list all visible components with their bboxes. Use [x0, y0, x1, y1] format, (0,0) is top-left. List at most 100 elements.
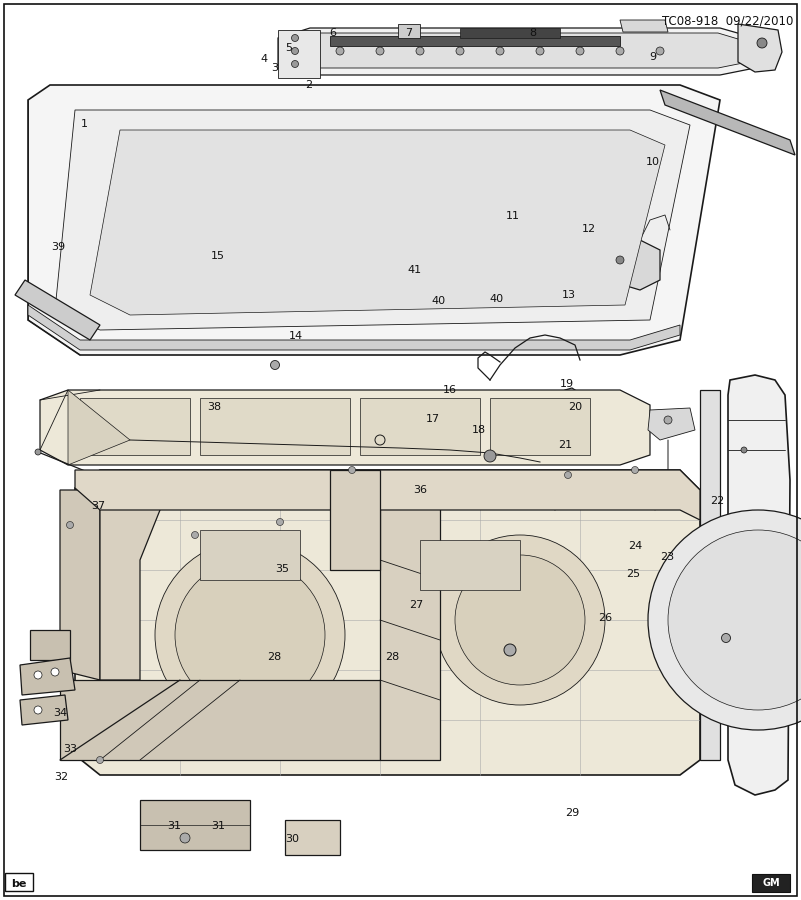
Polygon shape: [648, 408, 695, 440]
Polygon shape: [285, 33, 748, 68]
Text: 21: 21: [558, 440, 573, 451]
Text: 20: 20: [568, 401, 582, 412]
Polygon shape: [15, 280, 100, 340]
Polygon shape: [710, 545, 758, 580]
Circle shape: [276, 518, 284, 526]
Circle shape: [741, 447, 747, 453]
Circle shape: [34, 706, 42, 714]
Circle shape: [631, 466, 638, 473]
FancyBboxPatch shape: [5, 873, 33, 891]
Polygon shape: [140, 800, 250, 850]
Circle shape: [175, 560, 325, 710]
Text: 2: 2: [305, 79, 312, 90]
Text: 37: 37: [91, 500, 106, 511]
Text: 14: 14: [289, 330, 304, 341]
Text: 40: 40: [432, 295, 446, 306]
Text: 25: 25: [626, 569, 640, 580]
Text: 7: 7: [405, 28, 412, 39]
Circle shape: [180, 833, 190, 843]
Text: 24: 24: [628, 541, 642, 552]
Text: 33: 33: [63, 743, 78, 754]
Text: be: be: [11, 879, 26, 889]
Text: 5: 5: [285, 42, 292, 53]
Circle shape: [722, 634, 731, 643]
Text: 28: 28: [267, 652, 281, 662]
Polygon shape: [490, 398, 590, 455]
Text: 32: 32: [54, 771, 69, 782]
Polygon shape: [68, 390, 130, 465]
Circle shape: [35, 449, 41, 455]
Circle shape: [668, 530, 801, 710]
Polygon shape: [30, 630, 70, 660]
Text: 29: 29: [566, 807, 580, 818]
Text: 15: 15: [211, 250, 225, 261]
Polygon shape: [200, 398, 350, 455]
Text: 12: 12: [582, 224, 596, 235]
Circle shape: [191, 532, 199, 538]
Text: 10: 10: [646, 157, 660, 167]
Text: 22: 22: [710, 496, 724, 507]
Circle shape: [576, 47, 584, 55]
Polygon shape: [420, 540, 520, 590]
Circle shape: [536, 47, 544, 55]
Circle shape: [616, 47, 624, 55]
Text: 28: 28: [385, 652, 400, 662]
Polygon shape: [90, 130, 665, 315]
Text: 13: 13: [562, 290, 576, 301]
Circle shape: [484, 450, 496, 462]
Circle shape: [496, 47, 504, 55]
Text: 34: 34: [53, 707, 67, 718]
Text: 1: 1: [81, 119, 87, 130]
Polygon shape: [398, 24, 420, 38]
Circle shape: [34, 671, 42, 679]
Polygon shape: [620, 20, 668, 32]
Polygon shape: [60, 680, 380, 760]
Text: 31: 31: [167, 821, 182, 832]
Text: 17: 17: [425, 414, 440, 425]
Text: 26: 26: [598, 613, 612, 624]
Circle shape: [336, 47, 344, 55]
Text: 19: 19: [560, 379, 574, 390]
Circle shape: [656, 47, 664, 55]
Circle shape: [348, 466, 356, 473]
Polygon shape: [278, 30, 320, 78]
Polygon shape: [60, 490, 100, 680]
Text: 39: 39: [51, 241, 66, 252]
Circle shape: [96, 757, 103, 763]
Text: 40: 40: [489, 293, 504, 304]
Polygon shape: [660, 90, 795, 155]
Polygon shape: [40, 390, 650, 465]
Text: 31: 31: [211, 821, 225, 832]
Text: 18: 18: [472, 425, 486, 436]
Polygon shape: [460, 28, 560, 38]
Circle shape: [757, 38, 767, 48]
Text: 41: 41: [408, 265, 422, 275]
Text: 36: 36: [413, 484, 428, 495]
Polygon shape: [278, 28, 755, 75]
Circle shape: [504, 644, 516, 656]
Text: 11: 11: [505, 211, 520, 221]
Polygon shape: [100, 490, 160, 680]
Circle shape: [292, 60, 299, 68]
Circle shape: [455, 555, 585, 685]
Text: 3: 3: [272, 63, 278, 74]
Text: 23: 23: [660, 552, 674, 562]
Polygon shape: [75, 470, 700, 775]
Circle shape: [292, 34, 299, 41]
Text: 9: 9: [650, 51, 656, 62]
Text: 38: 38: [207, 401, 222, 412]
Polygon shape: [738, 24, 782, 72]
Text: 4: 4: [261, 53, 268, 64]
Polygon shape: [590, 240, 660, 290]
Polygon shape: [380, 490, 440, 760]
Circle shape: [376, 47, 384, 55]
Polygon shape: [710, 580, 757, 610]
Text: 27: 27: [409, 599, 424, 610]
Polygon shape: [20, 658, 75, 695]
Polygon shape: [330, 36, 620, 46]
Polygon shape: [28, 305, 680, 350]
Circle shape: [155, 540, 345, 730]
Circle shape: [66, 521, 74, 528]
Polygon shape: [285, 820, 340, 855]
Polygon shape: [700, 390, 720, 760]
